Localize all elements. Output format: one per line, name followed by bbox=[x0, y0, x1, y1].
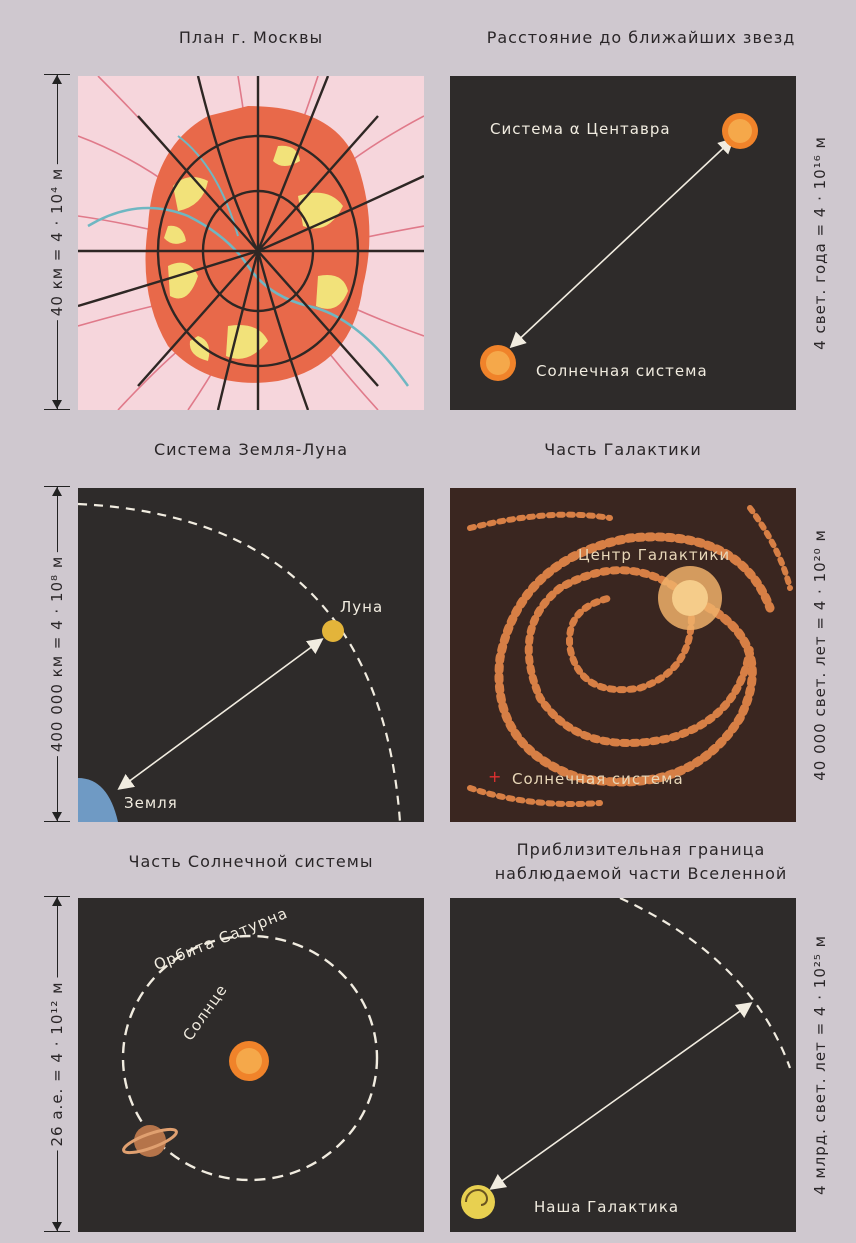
moon-label: Луна bbox=[340, 598, 384, 616]
earth-moon-diagram bbox=[78, 502, 402, 822]
stars-title: Расстояние до ближайших звезд bbox=[486, 28, 796, 47]
stars-scale-label: 4 свет. года = 4 · 10¹⁶ м bbox=[811, 136, 829, 350]
galaxy-title: Часть Галактики bbox=[544, 440, 702, 459]
alpha-centauri-star bbox=[722, 113, 758, 149]
solar-scale-bar: 26 а.е. = 4 · 10¹² м bbox=[44, 896, 70, 1232]
galactic-center-label: Центр Галактики bbox=[578, 546, 731, 564]
alpha-centauri-label: Система α Центавра bbox=[490, 120, 671, 138]
universe-scale-bar: 4 млрд. свет. лет = 4 · 10²⁵ м bbox=[800, 898, 840, 1232]
sun-position-marker: + bbox=[488, 767, 501, 786]
saturn-planet bbox=[122, 1125, 178, 1157]
stars-diagram bbox=[480, 113, 758, 381]
universe-scale-label: 4 млрд. свет. лет = 4 · 10²⁵ м bbox=[811, 935, 829, 1195]
our-galaxy-label: Наша Галактика bbox=[534, 1198, 680, 1216]
moscow-title: План г. Москвы bbox=[178, 28, 324, 47]
solar-system-diagram bbox=[121, 934, 379, 1182]
solar-scale-label: 26 а.е. = 4 · 10¹² м bbox=[48, 977, 66, 1151]
earth-shape bbox=[78, 778, 118, 822]
universe-boundary bbox=[619, 898, 792, 1069]
sun-body bbox=[229, 1041, 269, 1081]
earth-label: Земля bbox=[124, 794, 178, 812]
saturn-orbit bbox=[121, 934, 379, 1182]
universe-title-line2: наблюдаемой части Вселенной bbox=[494, 864, 788, 883]
galaxy-diagram: + bbox=[467, 505, 793, 807]
solar-system-label: Солнечная система bbox=[536, 362, 708, 380]
moon-shape bbox=[322, 620, 344, 642]
earth-moon-scale-bar: 400 000 км = 4 · 10⁸ м bbox=[44, 486, 70, 822]
galaxy-scale-label: 40 000 свет. лет = 4 · 10²⁰ м bbox=[811, 529, 829, 781]
earth-moon-title: Система Земля-Луна bbox=[153, 440, 349, 459]
galaxy-solar-system-label: Солнечная система bbox=[512, 770, 684, 788]
moon-orbit bbox=[78, 502, 402, 822]
sun-star bbox=[480, 345, 516, 381]
our-galaxy-icon bbox=[461, 1185, 495, 1219]
universe-panel: Наша Галактика bbox=[450, 898, 796, 1232]
galaxy-scale-bar: 40 000 свет. лет = 4 · 10²⁰ м bbox=[800, 488, 840, 822]
universe-title-line1: Приблизительная граница bbox=[516, 840, 766, 859]
stars-scale-bar: 4 свет. года = 4 · 10¹⁶ м bbox=[800, 76, 840, 410]
earth-moon-panel: Луна Земля bbox=[78, 488, 424, 822]
stars-panel: Система α Центавра Солнечная система bbox=[450, 76, 796, 410]
earth-moon-scale-label: 400 000 км = 4 · 10⁸ м bbox=[48, 551, 66, 757]
moscow-scale-label: 40 км = 4 · 10⁴ м bbox=[48, 163, 66, 321]
solar-system-title: Часть Солнечной системы bbox=[128, 852, 374, 871]
moscow-map bbox=[78, 76, 424, 410]
moscow-map-panel bbox=[78, 76, 424, 410]
solar-system-panel: Орбита Сатурна Солнце bbox=[78, 898, 424, 1232]
moscow-scale-bar: 40 км = 4 · 10⁴ м bbox=[44, 74, 70, 410]
galaxy-panel: + Центр Галактики Солнечная система bbox=[450, 488, 796, 822]
universe-diagram bbox=[461, 898, 792, 1219]
